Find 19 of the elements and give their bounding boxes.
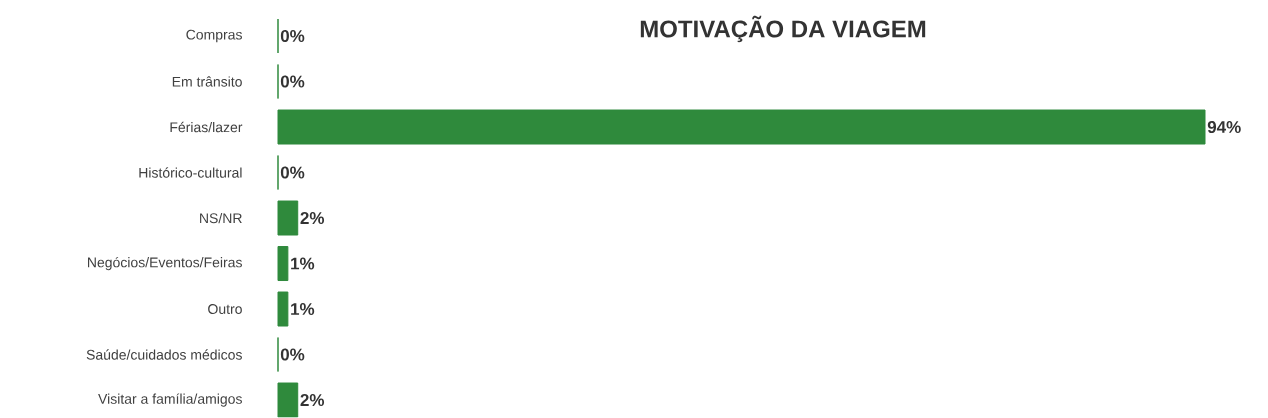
data-label: 94% (1207, 121, 1241, 134)
y-tick-label: Outro (208, 304, 242, 315)
data-label: 0% (280, 166, 305, 179)
y-tick-label: NS/NR (200, 213, 242, 224)
y-tick-label: Histórico-cultural (139, 167, 242, 178)
y-tick-label: Negócios/Eventos/Feiras (88, 257, 242, 271)
y-tick-label: Em trânsito (172, 76, 242, 87)
data-label: 0% (280, 30, 305, 43)
y-tick-label: Saúde/cuidados médicos (86, 349, 242, 360)
data-label: 2% (300, 212, 325, 225)
data-label: 0% (280, 75, 305, 88)
y-tick-label: Férias/lazer (170, 122, 243, 133)
data-label: 2% (300, 394, 325, 407)
data-label: 1% (291, 257, 315, 270)
chart-title: MOTIVAÇÃO DA VIAGEM (640, 16, 926, 43)
data-label: 1% (291, 303, 315, 316)
y-tick-label: Visitar a família/amigos (98, 393, 242, 407)
data-label: 0% (280, 348, 305, 361)
y-tick-label: Compras (186, 29, 242, 43)
